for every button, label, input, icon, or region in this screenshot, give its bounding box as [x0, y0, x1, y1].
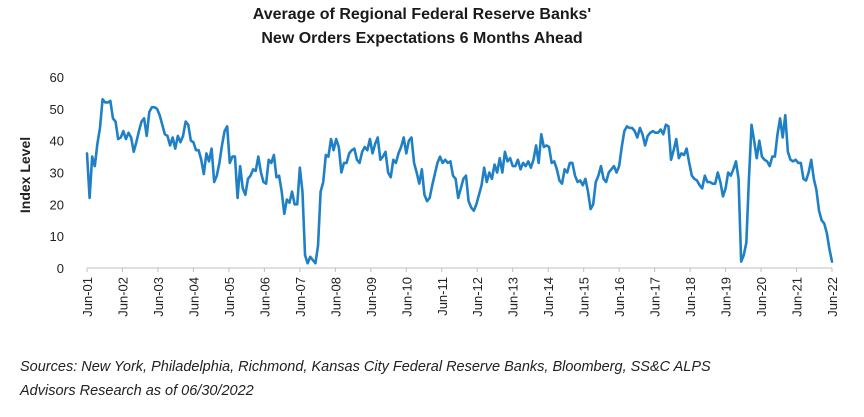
- y-tick-label: 20: [50, 197, 64, 212]
- y-tick-label: 0: [57, 261, 64, 276]
- x-tick-label: Jun-15: [577, 277, 592, 317]
- y-axis: 0 10 20 30 40 50 60: [50, 70, 64, 276]
- x-tick-label: Jun-06: [257, 277, 272, 317]
- y-tick-label: 60: [50, 70, 64, 85]
- x-tick-label: Jun-19: [719, 277, 734, 317]
- x-tick-label: Jun-16: [612, 277, 627, 317]
- sources-note-line-2: Advisors Research as of 06/30/2022: [20, 383, 254, 399]
- x-tick-label: Jun-12: [470, 277, 485, 317]
- y-tick-label: 10: [50, 229, 64, 244]
- y-tick-label: 40: [50, 134, 64, 149]
- x-tick-label: Jun-02: [115, 277, 130, 317]
- x-axis: Jun-01 Jun-02 Jun-03 Jun-04 Jun-05 Jun-06 Jun-…: [80, 267, 840, 317]
- x-tick-label: Jun-17: [648, 277, 663, 317]
- x-tick-label: Jun-08: [328, 277, 343, 317]
- x-tick-label: Jun-20: [754, 277, 769, 317]
- chart-title: Average of Regional Federal Reserve Bank…: [252, 6, 592, 23]
- chart-subtitle: New Orders Expectations 6 Months Ahead: [261, 30, 583, 47]
- y-tick-label: 30: [50, 166, 64, 181]
- x-tick-label: Jun-04: [186, 277, 201, 317]
- x-tick-label: Jun-10: [399, 277, 414, 317]
- x-tick-label: Jun-03: [151, 277, 166, 317]
- y-axis-label: Index Level: [17, 137, 33, 213]
- x-tick-label: Jun-22: [825, 277, 840, 317]
- sources-note-line-1: Sources: New York, Philadelphia, Richmon…: [20, 359, 711, 375]
- x-tick-label: Jun-05: [222, 277, 237, 317]
- x-tick-label: Jun-07: [293, 277, 308, 317]
- x-tick-label: Jun-09: [364, 277, 379, 317]
- x-tick-label: Jun-21: [790, 277, 805, 317]
- x-tick-label: Jun-11: [435, 277, 450, 316]
- x-tick-label: Jun-18: [683, 277, 698, 317]
- x-tick-label: Jun-13: [506, 277, 521, 317]
- y-tick-label: 50: [50, 102, 64, 117]
- x-tick-label: Jun-14: [541, 277, 556, 317]
- series-line-new-orders-expectations: [85, 97, 834, 265]
- x-tick-label: Jun-01: [80, 277, 95, 317]
